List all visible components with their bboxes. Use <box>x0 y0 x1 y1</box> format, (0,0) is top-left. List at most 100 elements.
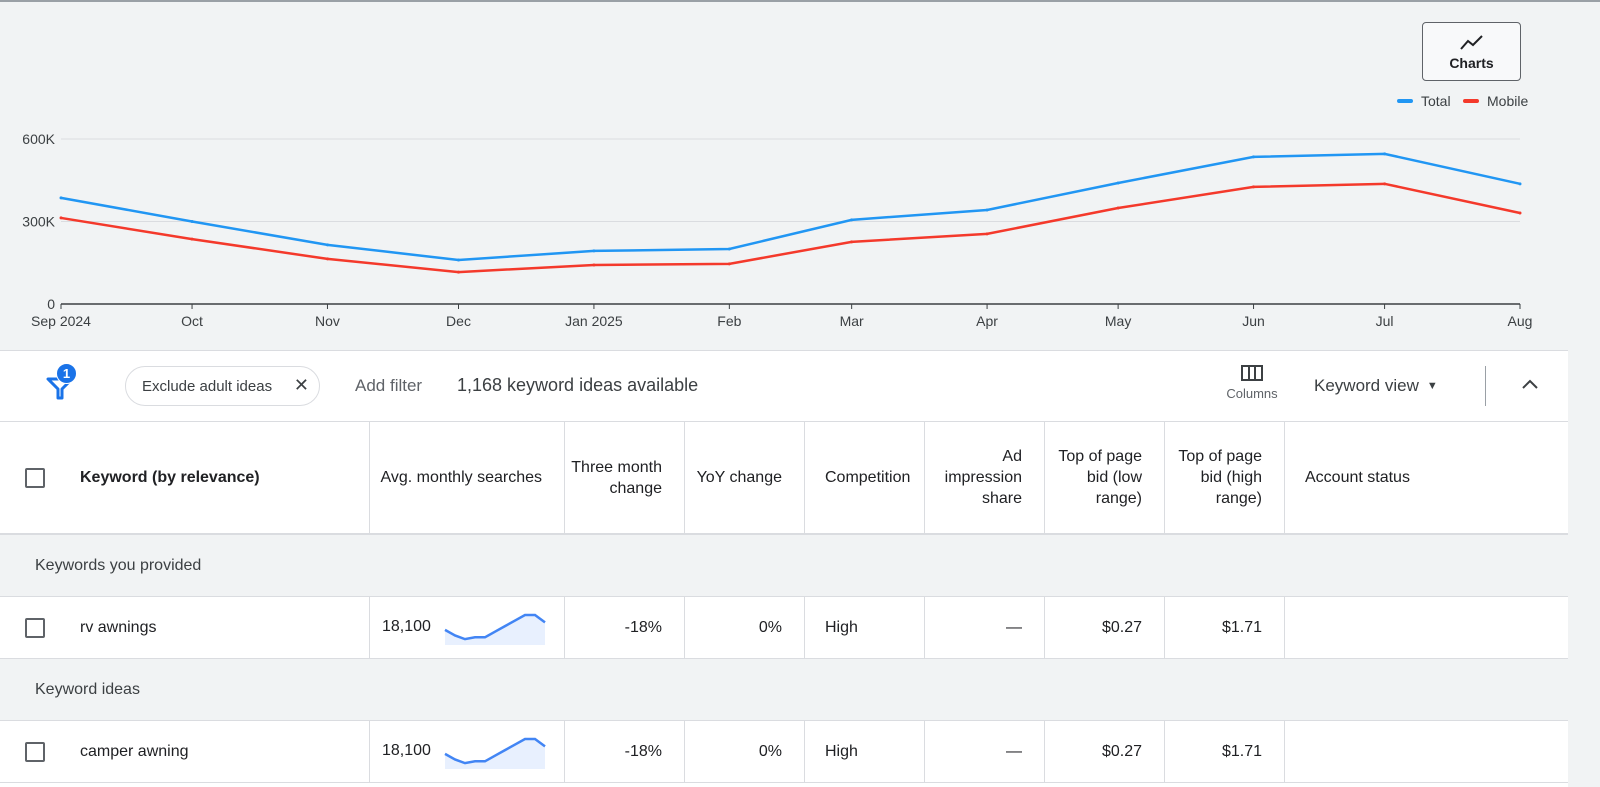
yoy-change-value: 0% <box>758 742 782 760</box>
columns-button[interactable]: Columns <box>1218 363 1286 401</box>
cell-top-bid-high: $1.71 <box>1165 597 1285 658</box>
y-tick-label: 0 <box>47 296 55 312</box>
data-point-total[interactable] <box>1518 182 1522 186</box>
column-header-label: Competition <box>825 469 911 486</box>
keyword-view-label: Keyword view <box>1314 376 1419 395</box>
column-header-top-bid-low[interactable]: Top of page bid (low range) <box>1045 422 1165 533</box>
avg-searches-value: 18,100 <box>382 742 431 759</box>
trend-sparkline <box>444 613 546 645</box>
top-divider <box>0 0 1600 2</box>
data-point-total[interactable] <box>727 247 731 251</box>
data-point-mobile[interactable] <box>850 240 854 244</box>
data-point-mobile[interactable] <box>59 216 63 220</box>
data-point-mobile[interactable] <box>1252 185 1256 189</box>
data-point-total[interactable] <box>1116 181 1120 185</box>
legend-label: Total <box>1421 93 1451 109</box>
x-tick-label: Sep 2024 <box>31 313 91 329</box>
cell-competition: High <box>805 597 925 658</box>
line-chart: 0 300K 600K Sep 2024 Oct Nov Dec Jan 2025 Feb Mar… <box>22 131 1533 329</box>
data-point-mobile[interactable] <box>457 270 461 274</box>
column-header-account-status[interactable]: Account status <box>1285 422 1568 533</box>
data-point-mobile[interactable] <box>325 257 329 261</box>
x-tick-label: Apr <box>976 313 998 329</box>
column-header-avg-monthly-searches[interactable]: Avg. monthly searches <box>370 422 565 533</box>
column-header-three-month-change[interactable]: Three month change <box>565 422 685 533</box>
cell-keyword: rv awnings <box>0 597 370 658</box>
series-line-mobile <box>60 182 1521 274</box>
data-point-total[interactable] <box>985 208 989 212</box>
column-header-label: YoY change <box>696 469 782 486</box>
series-line-total <box>60 152 1521 262</box>
data-point-total[interactable] <box>592 249 596 253</box>
column-header-label: Avg. monthly searches <box>380 469 542 486</box>
cell-top-bid-low: $0.27 <box>1045 597 1165 658</box>
scrollbar[interactable] <box>1568 350 1600 787</box>
chevron-up-icon[interactable] <box>1519 373 1541 395</box>
avg-searches-value: 18,100 <box>382 618 431 635</box>
ad-impression-share-value: — <box>1006 618 1022 636</box>
data-point-total[interactable] <box>457 258 461 262</box>
column-header-label: Keyword (by relevance) <box>80 469 260 486</box>
data-point-total[interactable] <box>1383 152 1387 156</box>
row-checkbox[interactable] <box>25 742 45 762</box>
y-tick-label: 600K <box>22 131 55 147</box>
data-point-total[interactable] <box>190 220 194 223</box>
data-point-mobile[interactable] <box>190 237 194 241</box>
data-point-mobile[interactable] <box>1116 206 1120 210</box>
exclude-adult-ideas-chip[interactable]: Exclude adult ideas ✕ <box>125 366 320 406</box>
column-header-top-bid-high[interactable]: Top of page bid (high range) <box>1165 422 1285 533</box>
column-header-yoy-change[interactable]: YoY change <box>685 422 805 533</box>
legend-swatch-total <box>1397 99 1413 103</box>
close-icon[interactable]: ✕ <box>293 375 309 395</box>
cell-account-status <box>1285 721 1568 782</box>
sparkline-fill <box>445 615 545 645</box>
group-header: Keyword ideas <box>0 659 1568 721</box>
cell-three-month-change: -18% <box>565 597 685 658</box>
competition-value: High <box>825 618 858 636</box>
add-filter-button[interactable]: Add filter <box>355 376 423 395</box>
three-month-change-value: -18% <box>624 742 662 760</box>
group-header: Keywords you provided <box>0 535 1568 597</box>
data-point-mobile[interactable] <box>1383 182 1387 186</box>
cell-top-bid-low: $0.27 <box>1045 721 1165 782</box>
data-point-mobile[interactable] <box>985 232 989 236</box>
toolbar-divider <box>1485 366 1486 406</box>
cell-three-month-change: -18% <box>565 721 685 782</box>
sparkline-line <box>444 737 546 765</box>
data-point-mobile[interactable] <box>1518 211 1522 215</box>
table-row[interactable]: rv awnings 18,100 -18% 0% High — $0.27 $1.71 <box>0 597 1568 659</box>
cell-keyword: camper awning <box>0 721 370 782</box>
data-point-total[interactable] <box>325 243 329 247</box>
x-tick-label: Feb <box>717 313 741 329</box>
row-checkbox[interactable] <box>25 618 45 638</box>
competition-value: High <box>825 742 858 760</box>
charts-button[interactable]: Charts <box>1422 22 1521 81</box>
x-tick-label: Jan 2025 <box>565 313 623 329</box>
group-label: Keyword ideas <box>35 680 140 698</box>
data-point-mobile[interactable] <box>592 263 596 267</box>
keyword-text: camper awning <box>80 742 189 760</box>
data-point-total[interactable] <box>59 196 63 200</box>
data-point-total[interactable] <box>850 218 854 222</box>
column-header-competition[interactable]: Competition <box>805 422 925 533</box>
keyword-view-dropdown[interactable]: Keyword view ▼ <box>1314 376 1438 396</box>
cell-yoy-change: 0% <box>685 721 805 782</box>
charts-button-label: Charts <box>1449 54 1494 71</box>
data-point-total[interactable] <box>1252 155 1256 159</box>
x-tick-label: Mar <box>840 313 864 329</box>
columns-label: Columns <box>1226 386 1278 401</box>
keyword-table: Keyword (by relevance) Avg. monthly searc… <box>0 422 1568 787</box>
legend-swatch-mobile <box>1463 99 1479 103</box>
three-month-change-value: -18% <box>624 618 662 636</box>
cell-ad-impression-share: — <box>925 597 1045 658</box>
select-all-checkbox[interactable] <box>25 468 45 488</box>
table-row[interactable]: camper awning 18,100 -18% 0% High — $0.27 $1.71 <box>0 721 1568 783</box>
column-header-keyword[interactable]: Keyword (by relevance) <box>0 422 370 533</box>
legend-label: Mobile <box>1487 93 1529 109</box>
column-header-ad-impression-share[interactable]: Ad impression share <box>925 422 1045 533</box>
x-tick-label: Jun <box>1242 313 1265 329</box>
data-point-mobile[interactable] <box>727 262 731 266</box>
filter-toolbar: Exclude adult ideas ✕ Add filter 1,168 ke… <box>0 350 1568 422</box>
x-tick-label: Aug <box>1508 313 1533 329</box>
chart-panel: 0 300K 600K Sep 2024 Oct Nov Dec Jan 2025 Feb Mar… <box>0 2 1600 350</box>
